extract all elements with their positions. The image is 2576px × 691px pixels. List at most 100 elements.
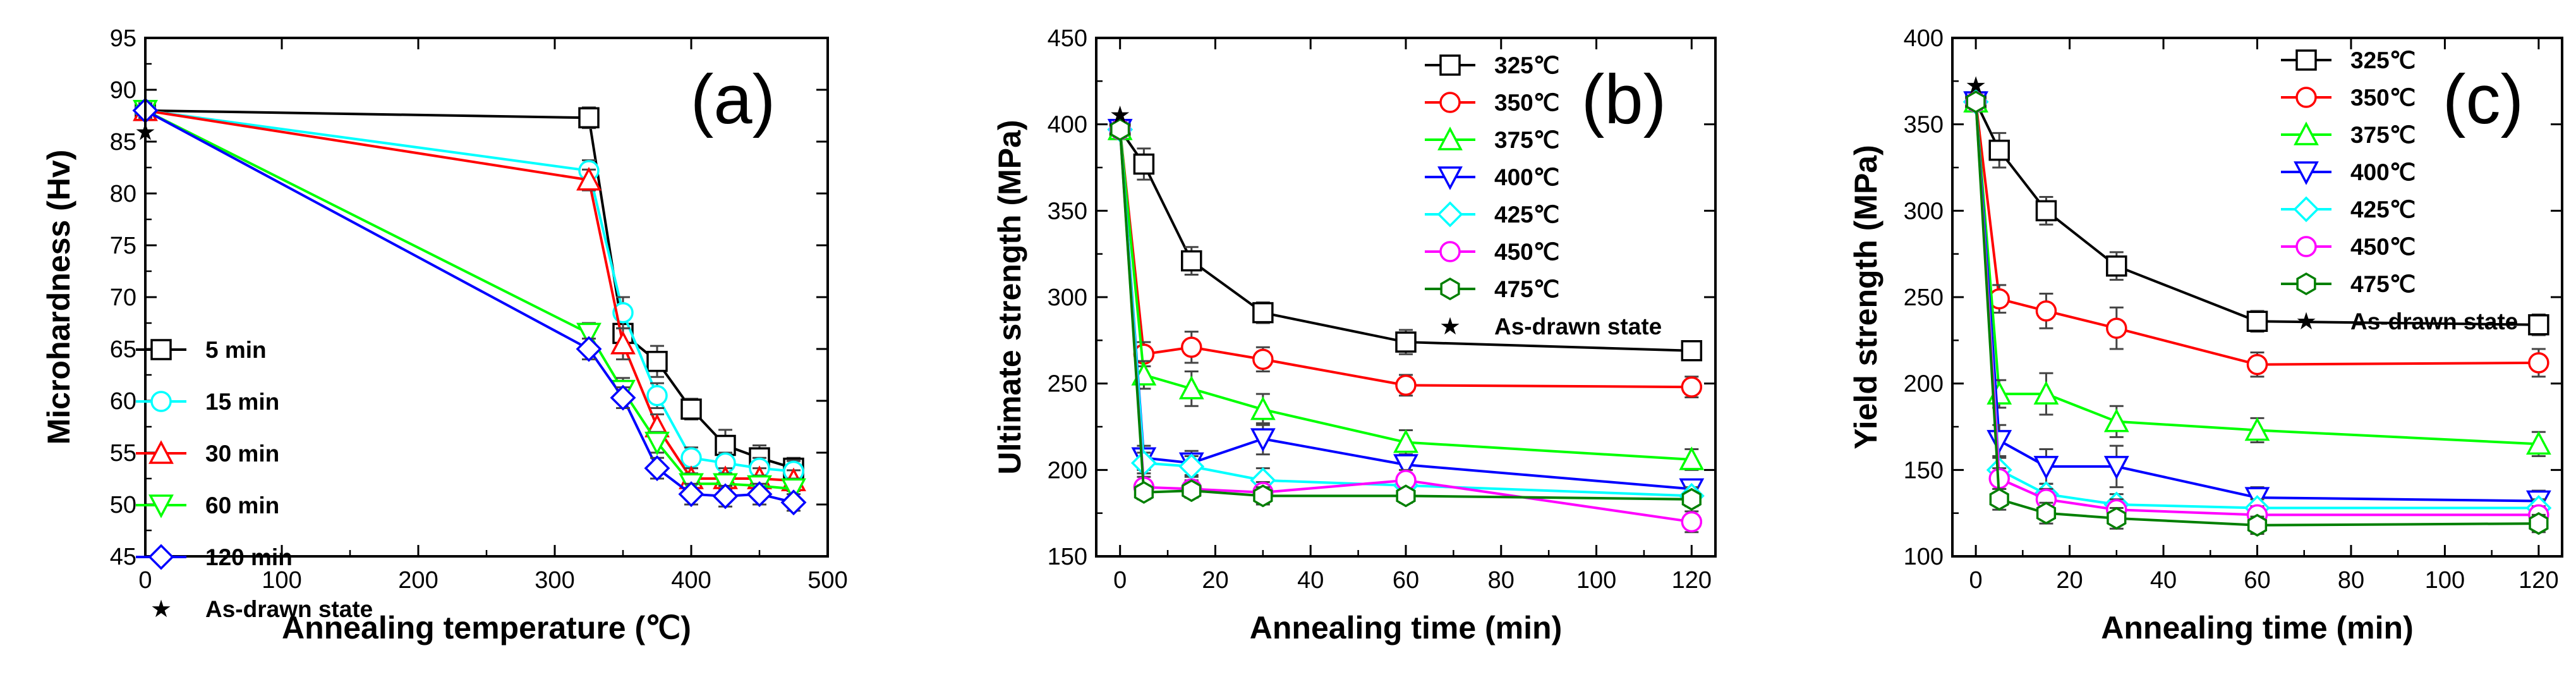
data-point — [2529, 512, 2549, 535]
legend-item: 400℃ — [2281, 159, 2416, 185]
data-point — [2103, 456, 2129, 480]
data-point — [2106, 317, 2127, 339]
data-point — [1989, 487, 2009, 511]
legend-marker — [150, 391, 172, 412]
legend-label: As-drawn state — [2350, 309, 2518, 334]
x-tick-label: 0 — [1969, 567, 1983, 594]
legend-item: 60 min — [136, 492, 279, 518]
data-point — [2107, 506, 2127, 530]
legend-marker — [148, 494, 174, 518]
x-tick-label: 80 — [1488, 567, 1515, 594]
series-line — [1118, 129, 1692, 501]
data-point — [1250, 428, 1276, 452]
legend-label: 325℃ — [1494, 52, 1559, 78]
data-point — [2106, 255, 2127, 277]
y-tick-label: 200 — [1048, 457, 1087, 484]
as-drawn-star: ★ — [1110, 102, 1131, 128]
series-line — [1974, 101, 2539, 366]
x-tick-label: 0 — [138, 567, 152, 594]
data-point — [1252, 348, 1274, 370]
y-tick-label: 95 — [110, 25, 136, 52]
data-point — [2244, 417, 2270, 441]
y-tick-label: 100 — [1904, 544, 1944, 570]
legend-item: 425℃ — [1425, 201, 1559, 228]
data-point — [1110, 118, 1130, 141]
data-point — [1178, 376, 1204, 400]
legend-label: 375℃ — [1494, 127, 1559, 153]
data-point — [644, 455, 670, 482]
legend-item-reference: ★ As-drawn state — [150, 596, 373, 623]
y-tick-label: 90 — [110, 77, 136, 104]
data-point — [2528, 352, 2549, 374]
x-tick-label: 20 — [2056, 567, 2083, 594]
y-axis-title: Ultimate strength (MPa) — [992, 119, 1027, 474]
series-120-min — [132, 97, 807, 516]
data-point — [610, 384, 636, 411]
series-375- — [1107, 116, 1705, 471]
data-point — [1396, 484, 1416, 508]
data-point — [1681, 487, 1702, 511]
x-tick-label: 100 — [1576, 567, 1616, 594]
y-tick-label: 450 — [1048, 25, 1087, 52]
y-tick-label: 75 — [110, 233, 136, 259]
y-tick-label: 400 — [1048, 112, 1087, 138]
data-point — [1134, 480, 1154, 504]
plot-frame — [1095, 37, 1717, 558]
data-point — [1178, 453, 1205, 480]
series-line — [1974, 101, 2539, 446]
data-point — [576, 322, 602, 347]
legend-marker — [150, 339, 172, 360]
data-point — [1395, 374, 1417, 396]
legend-label: 400℃ — [1494, 164, 1559, 190]
x-tick-label: 120 — [1672, 567, 1712, 594]
data-point — [2035, 300, 2057, 322]
legend-label: 350℃ — [1494, 90, 1559, 116]
data-point — [646, 385, 668, 407]
panel-label: (b) — [1581, 61, 1666, 138]
data-point — [1966, 90, 1986, 114]
legend-label: 120 min — [205, 544, 293, 570]
x-tick-label: 200 — [398, 567, 438, 594]
legend-item: 5 min — [136, 337, 267, 363]
x-tick-label: 0 — [1113, 567, 1127, 594]
legend-item: 400℃ — [1425, 164, 1559, 190]
legend-marker — [1439, 92, 1461, 113]
y-tick-label: 80 — [110, 181, 136, 207]
x-tick-label: 20 — [1202, 567, 1228, 594]
data-point — [1133, 153, 1155, 175]
y-tick-label: 250 — [1904, 284, 1944, 311]
legend-label: 15 min — [205, 389, 279, 415]
legend-marker — [2295, 87, 2317, 108]
legend-marker — [148, 440, 174, 464]
legend-item: 375℃ — [1425, 126, 1559, 153]
data-point — [576, 336, 602, 362]
legend: 5 min 15 min 30 min 60 min 120 min ★ As-drawn … — [136, 337, 373, 623]
legend-marker — [2295, 49, 2317, 71]
y-tick-label: 50 — [110, 492, 136, 518]
legend-marker — [1440, 277, 1460, 301]
series-line — [1974, 102, 2539, 510]
legend-label: 425℃ — [2350, 197, 2416, 223]
x-tick-label: 80 — [2338, 567, 2364, 594]
data-point — [1681, 376, 1703, 398]
legend-marker — [148, 544, 174, 570]
legend-item: 350℃ — [2281, 85, 2416, 111]
x-axis-title: Annealing time (min) — [2101, 610, 2413, 645]
data-point — [2246, 310, 2268, 333]
series-line — [1974, 102, 2539, 527]
legend-marker — [2296, 272, 2316, 296]
y-tick-label: 150 — [1048, 544, 1087, 570]
legend-label: As-drawn state — [205, 596, 373, 622]
legend-item: 475℃ — [2281, 271, 2416, 297]
panel-label: (c) — [2443, 61, 2524, 138]
data-point — [2528, 314, 2549, 336]
legend-label: As-drawn state — [1494, 314, 1662, 339]
y-tick-label: 350 — [1048, 198, 1087, 224]
series-line — [1974, 101, 2539, 503]
y-tick-label: 70 — [110, 284, 136, 311]
chart-panel-1: 0 100 200 300 400 500 45 50 55 60 65 70 75 80 85 90 95 An… — [41, 25, 848, 645]
data-point — [780, 489, 807, 516]
legend-item: 350℃ — [1425, 90, 1559, 116]
data-point — [1252, 302, 1274, 324]
